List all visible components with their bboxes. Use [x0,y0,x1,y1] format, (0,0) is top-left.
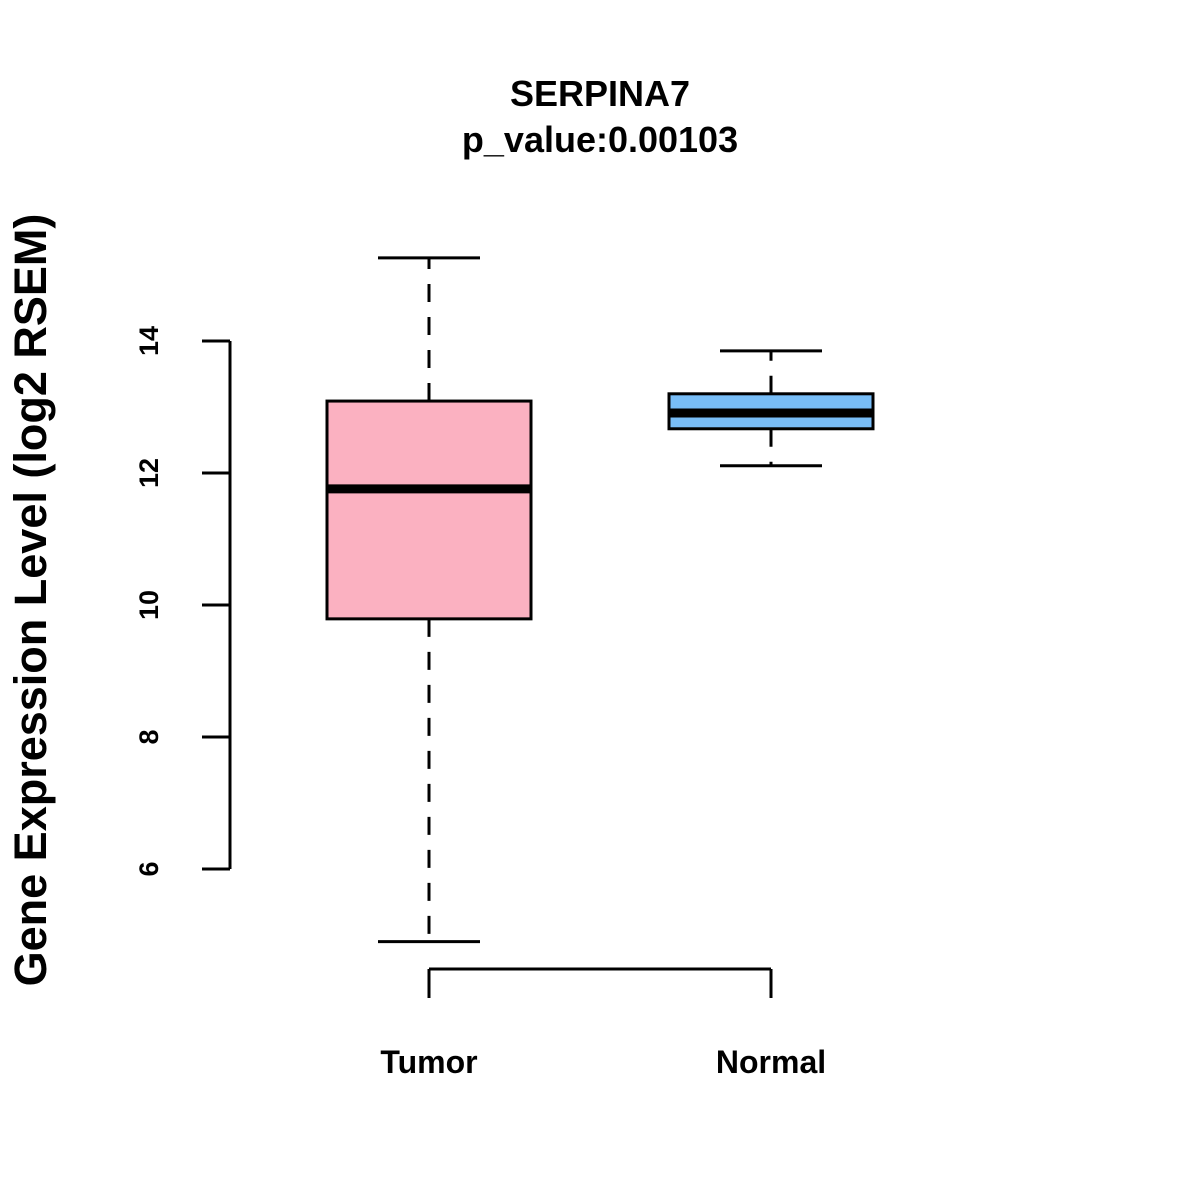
x-tick-label: Tumor [380,1044,477,1080]
box-series [325,256,875,944]
y-axis-label: Gene Expression Level (log2 RSEM) [5,214,56,987]
chart-subtitle: p_value:0.00103 [462,119,738,160]
y-tick-label: 10 [134,590,164,620]
box-tumor [325,256,533,944]
iqr-box [325,399,533,621]
y-tick-label: 8 [134,729,164,744]
chart-title: SERPINA7 [510,73,690,114]
y-axis: 6 8 10 12 14 [134,326,232,877]
x-axis: Tumor Normal [380,967,826,1080]
y-tick-label: 6 [134,861,164,876]
x-tick-label: Normal [716,1044,826,1080]
box-normal [667,349,875,468]
y-tick-label: 14 [134,326,164,356]
y-tick-label: 12 [134,458,164,488]
